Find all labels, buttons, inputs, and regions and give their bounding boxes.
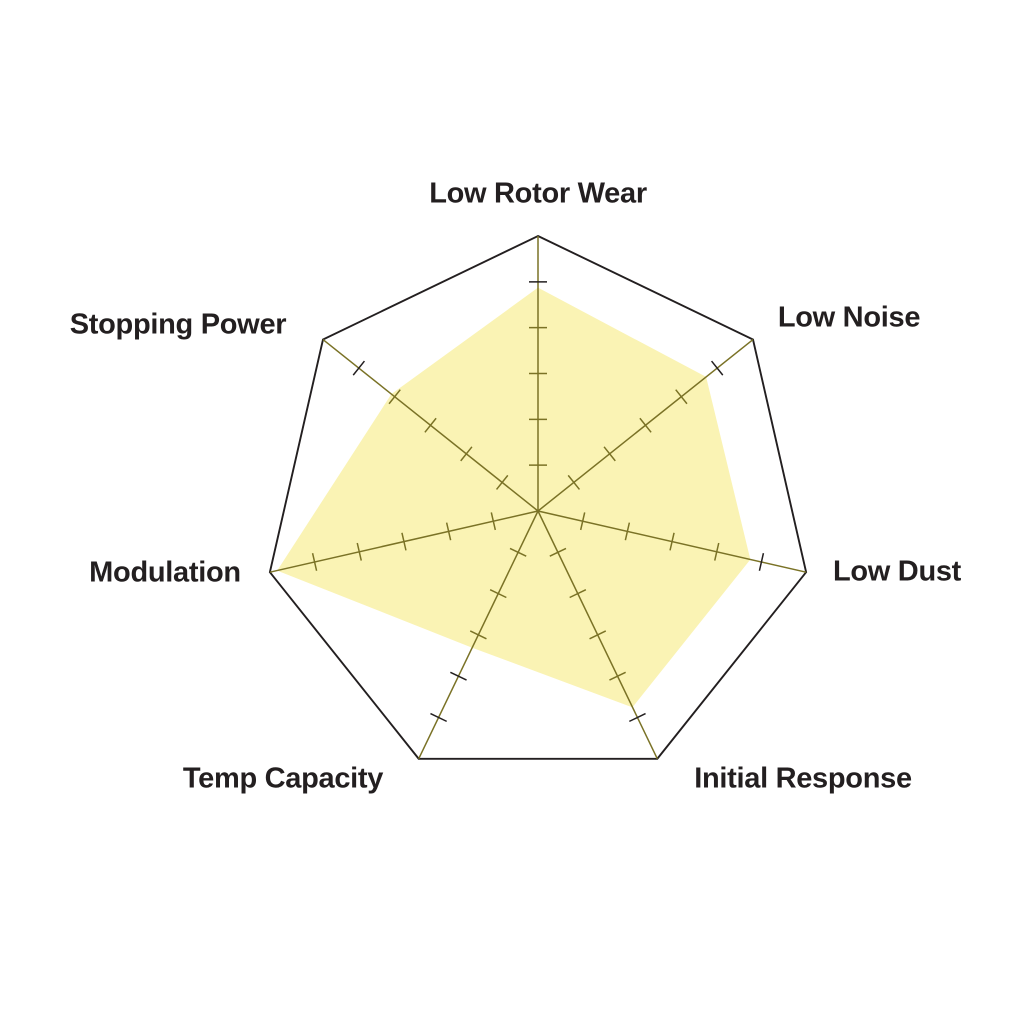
radar-axis-tick [628, 712, 646, 723]
axis-label-initial-response: Initial Response [694, 762, 912, 795]
radar-axis-tick [713, 542, 720, 561]
radar-axis-tick [445, 522, 452, 541]
radar-axis-tick [758, 553, 765, 571]
radar-axis-tick [490, 512, 497, 531]
radar-axis-tick [388, 389, 401, 405]
radar-axis-tick [549, 547, 567, 557]
radar-axis-tick [424, 417, 437, 433]
radar-axis-tick [469, 630, 487, 640]
radar-axis-tick [669, 532, 675, 551]
axis-label-low-noise: Low Noise [777, 301, 921, 334]
radar-axis-tick [567, 474, 581, 490]
radar-outer-polygon [268, 234, 808, 760]
axis-label-low-dust: Low Dust [832, 555, 962, 588]
radar-axis-tick [489, 589, 507, 599]
radar-axis-tick [710, 360, 724, 376]
radar-axis-tick [509, 547, 527, 557]
radar-axis-tick [460, 446, 473, 462]
axis-label-low-rotor-wear: Low Rotor Wear [429, 177, 647, 210]
radar-axis-tick [311, 553, 318, 571]
radar-axis-tick [624, 522, 631, 541]
radar-axis-tick [430, 712, 448, 723]
radar-axis-tick [569, 589, 587, 599]
radar-ticks-group [311, 281, 765, 723]
radar-axis-tick [401, 532, 407, 551]
radar-axis-tick [675, 389, 688, 405]
radar-axis-tick [352, 360, 366, 376]
radar-axis-tick [579, 512, 586, 531]
radar-axis-tick [609, 671, 626, 681]
radar-axis-tick [603, 446, 616, 462]
radar-axis-tick [495, 474, 509, 490]
axis-label-modulation: Modulation [89, 556, 241, 589]
axis-label-temp-capacity: Temp Capacity [182, 762, 384, 795]
radar-data-polygon [277, 287, 751, 708]
radar-axis-tick [356, 542, 363, 561]
axis-label-stopping-power: Stopping Power [69, 308, 287, 341]
radar-axis-tick [589, 630, 607, 640]
radar-axis-tick [639, 417, 652, 433]
radar-axis-tick [450, 671, 467, 681]
